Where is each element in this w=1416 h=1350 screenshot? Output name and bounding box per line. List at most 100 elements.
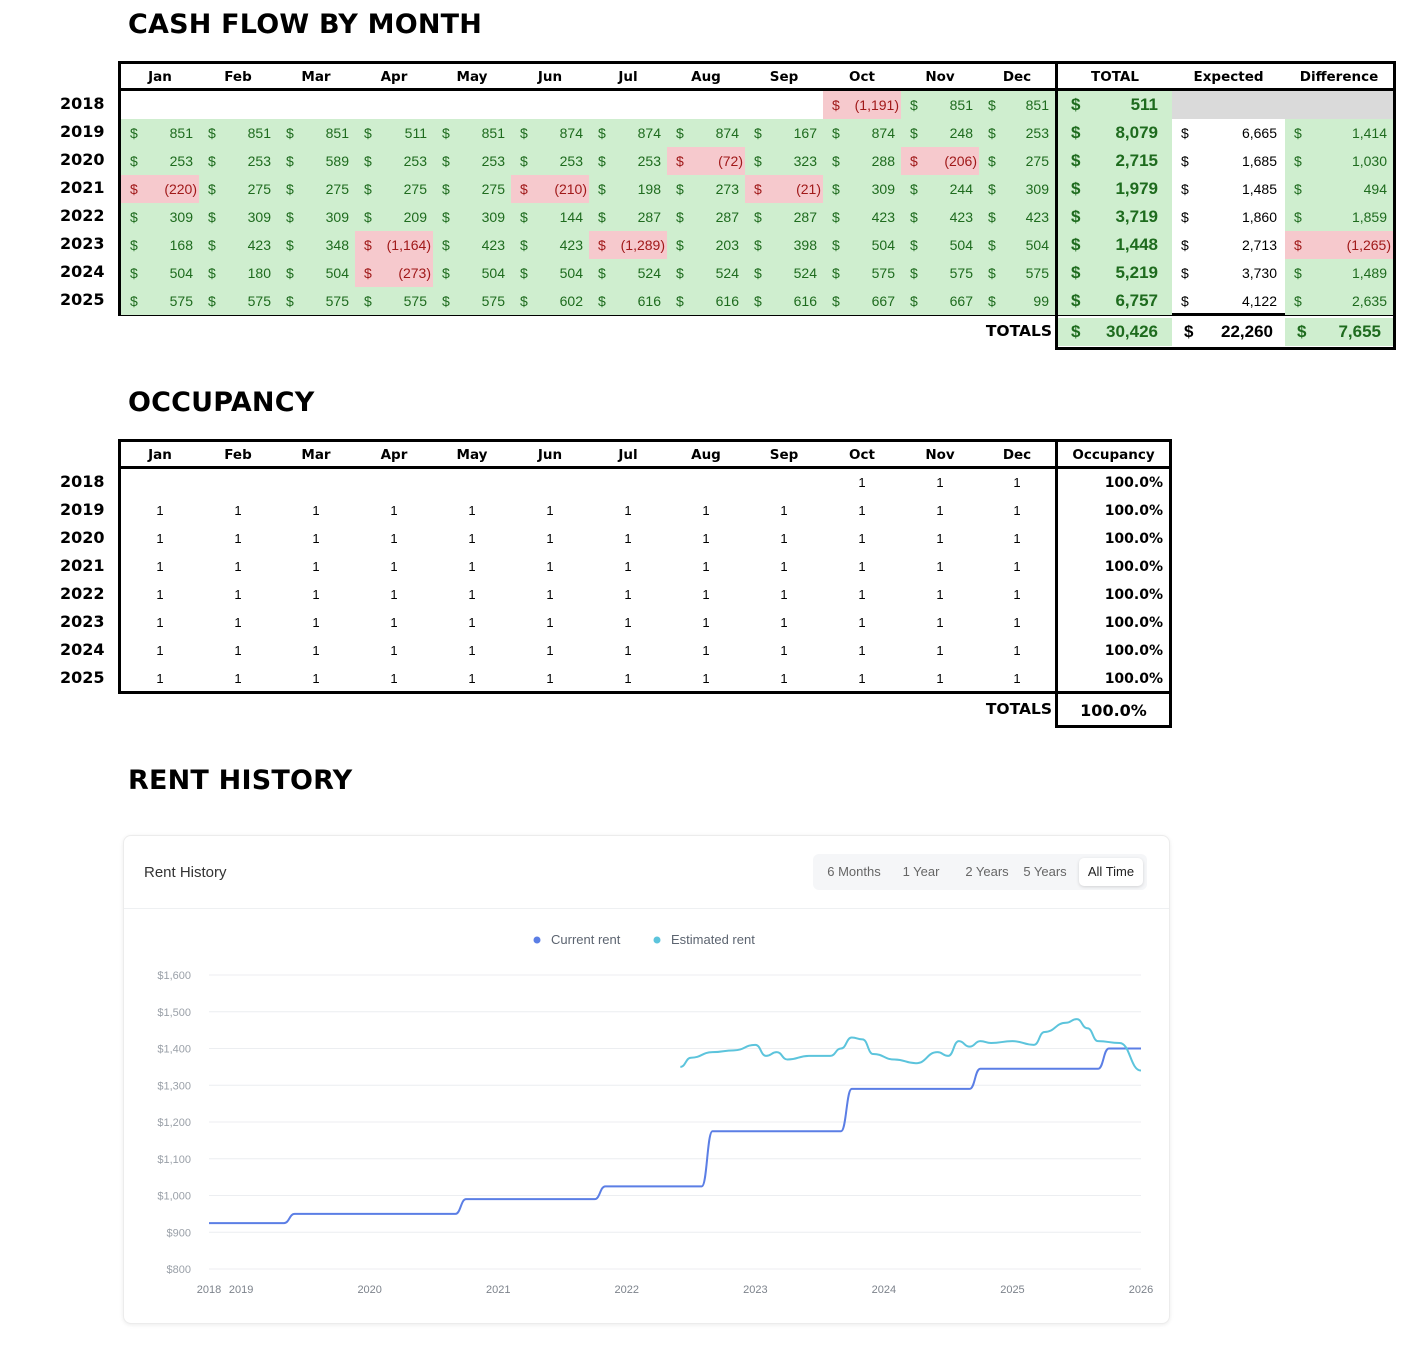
cashflow-value: 616 — [637, 293, 661, 309]
row-year: 2019 — [60, 500, 105, 519]
cashflow-value: 423 — [1025, 209, 1049, 225]
summary-header: Difference — [1299, 69, 1379, 85]
row-total-value: 3,719 — [1115, 207, 1158, 226]
currency-symbol: $ — [208, 153, 216, 169]
cashflow-cell: $309 — [199, 203, 277, 231]
occupancy-cell: 1 — [858, 559, 866, 574]
cashflow-cell: $423 — [511, 231, 589, 259]
occupancy-cell: 1 — [156, 503, 164, 518]
row-year: 2018 — [60, 472, 105, 491]
occupancy-cell: 1 — [468, 587, 476, 602]
currency-symbol: $ — [754, 125, 762, 141]
occupancy-cell: 1 — [156, 587, 164, 602]
cashflow-cell: $575 — [121, 287, 199, 315]
month-header: Apr — [380, 69, 408, 85]
currency-symbol: $ — [598, 181, 606, 197]
cashflow-value: 616 — [793, 293, 817, 309]
currency-symbol: $ — [832, 265, 840, 281]
occupancy-cell: 1 — [624, 671, 632, 686]
range-2-years-button[interactable]: 2 Years — [965, 864, 1009, 879]
cashflow-cell: $504 — [511, 259, 589, 287]
cashflow-value: 287 — [637, 209, 661, 225]
currency-symbol: $ — [598, 153, 606, 169]
x-tick-label: 2018 — [197, 1284, 221, 1296]
currency-symbol: $ — [1294, 209, 1302, 225]
cashflow-value: 348 — [325, 237, 349, 253]
currency-symbol: $ — [988, 153, 996, 169]
cashflow-cell: $348 — [277, 231, 355, 259]
empty-summary-cell — [1172, 91, 1393, 119]
cashflow-cell: $423 — [433, 231, 511, 259]
x-tick-label: 2022 — [615, 1284, 639, 1296]
cashflow-value: 504 — [325, 265, 349, 281]
occupancy-cell: 1 — [936, 531, 944, 546]
x-tick-label: 2021 — [486, 1284, 510, 1296]
cashflow-cell: $575 — [901, 259, 979, 287]
occupancy-cell: 1 — [858, 587, 866, 602]
cashflow-value: 575 — [1025, 265, 1049, 281]
currency-symbol: $ — [208, 265, 216, 281]
range-5-years-button[interactable]: 5 Years — [1023, 864, 1067, 879]
occupancy-cell: 1 — [702, 643, 710, 658]
row-year: 2022 — [60, 584, 105, 603]
cashflow-cell: $209 — [355, 203, 433, 231]
cashflow-cell: $575 — [355, 287, 433, 315]
month-header: Apr — [380, 447, 408, 463]
currency-symbol: $ — [442, 265, 450, 281]
cashflow-cell: $287 — [745, 203, 823, 231]
row-difference-value: 1,030 — [1351, 153, 1387, 169]
occupancy-cell: 1 — [936, 587, 944, 602]
range-all-time-button[interactable]: All Time — [1079, 858, 1143, 886]
occupancy-cell: 1 — [1013, 559, 1021, 574]
occupancy-cell: 1 — [1013, 531, 1021, 546]
cashflow-cell: $423 — [901, 203, 979, 231]
currency-symbol: $ — [988, 265, 996, 281]
row-expected-value: 2,713 — [1241, 237, 1277, 253]
cashflow-value: 423 — [247, 237, 271, 253]
cashflow-cell: $616 — [667, 287, 745, 315]
currency-symbol: $ — [1181, 293, 1189, 309]
header-rule — [118, 88, 1396, 91]
row-year: 2021 — [60, 556, 105, 575]
currency-symbol: $ — [598, 237, 606, 253]
cashflow-cell: $851 — [121, 119, 199, 147]
rent-history-chart: $1,600 $1,500 $1,400 $1,300 $1,200 $1,100 $1,0… — [157, 932, 1153, 1296]
cashflow-value: 575 — [949, 265, 973, 281]
currency-symbol: $ — [910, 153, 918, 169]
occupancy-cell: 1 — [546, 587, 554, 602]
currency-symbol: $ — [286, 237, 294, 253]
occupancy-cell: 1 — [780, 615, 788, 630]
cashflow-cell: $874 — [511, 119, 589, 147]
occupancy-cell: 1 — [312, 615, 320, 630]
y-tick-label: $1,600 — [157, 970, 191, 982]
currency-symbol: $ — [442, 125, 450, 141]
cashflow-value: 524 — [715, 265, 739, 281]
cashflow-summary-box — [1055, 61, 1396, 350]
series-line-current-rent — [209, 1047, 1141, 1225]
cashflow-value: 198 — [637, 181, 661, 197]
cashflow-cell: $874 — [667, 119, 745, 147]
currency-symbol: $ — [442, 181, 450, 197]
cashflow-value: 423 — [481, 237, 505, 253]
row-expected-value: 3,730 — [1241, 265, 1277, 281]
cashflow-cell: $ (1,289) — [589, 231, 667, 259]
currency-symbol: $ — [1181, 181, 1189, 197]
occupancy-cell: 1 — [780, 503, 788, 518]
cashflow-cell: $309 — [121, 203, 199, 231]
currency-symbol: $ — [364, 237, 372, 253]
currency-symbol: $ — [442, 237, 450, 253]
row-year: 2023 — [60, 234, 105, 253]
currency-symbol: $ — [520, 265, 528, 281]
occupancy-cell: 1 — [156, 559, 164, 574]
occupancy-cell: 1 — [1013, 643, 1021, 658]
row-expected-value: 6,665 — [1241, 125, 1277, 141]
range-6-months-button[interactable]: 6 Months — [827, 864, 881, 879]
occupancy-cell: 1 — [390, 503, 398, 518]
currency-symbol: $ — [1071, 95, 1081, 114]
row-total: $1,979 — [1058, 175, 1172, 203]
cashflow-cell: $504 — [979, 231, 1055, 259]
cashflow-cell: $ (72) — [667, 147, 745, 175]
range-1-year-button[interactable]: 1 Year — [902, 864, 940, 879]
month-header: Oct — [849, 69, 875, 85]
cashflow-value: 851 — [1025, 97, 1049, 113]
